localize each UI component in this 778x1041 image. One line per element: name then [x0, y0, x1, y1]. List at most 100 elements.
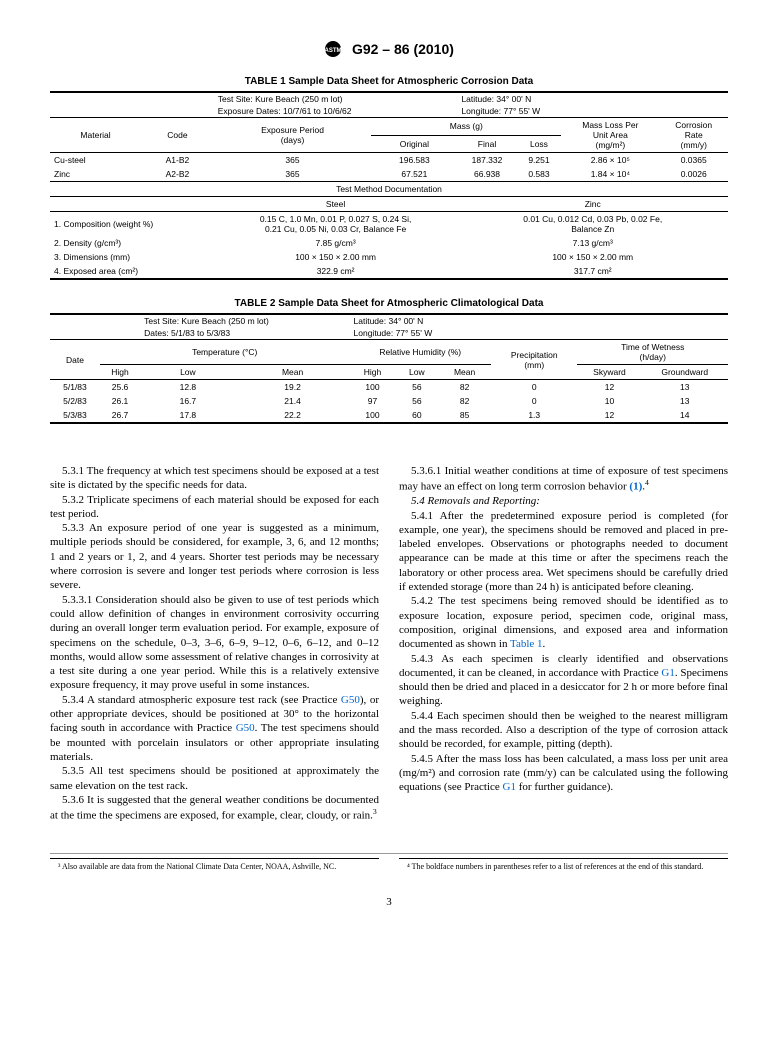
table-row: 1. Composition (weight %)0.15 C, 1.0 Mn,… [50, 212, 728, 237]
t2-h-temp: Temperature (°C) [100, 340, 350, 365]
t2-h-precip: Precipitation (mm) [491, 340, 577, 380]
t1-h-period: Exposure Period (days) [214, 118, 372, 153]
p543: 5.4.3 As each specimen is clearly identi… [399, 652, 728, 709]
t2-h-th: High [100, 365, 140, 380]
t1-h-rate: Corrosion Rate (mm/y) [659, 118, 728, 153]
link-ref1[interactable]: (1) [629, 481, 642, 493]
cell: 25.6 [100, 380, 140, 395]
footnotes: ³ Also available are data from the Natio… [50, 853, 728, 871]
cell: 12 [577, 380, 641, 395]
cell: 14 [641, 408, 728, 423]
cell: 82 [438, 380, 491, 395]
t2-site: Test Site: Kure Beach (250 m lot) [140, 314, 349, 327]
t1-dc-zinc: Zinc [457, 197, 728, 212]
t2-dates: Dates: 5/1/83 to 5/3/83 [140, 327, 349, 340]
t2-h-rl: Low [396, 365, 439, 380]
cell: 26.1 [100, 394, 140, 408]
link-g50-1[interactable]: G50 [341, 694, 360, 706]
cell: 196.583 [371, 153, 457, 168]
t1-lat: Latitude: 34° 00' N [457, 92, 659, 105]
cell: 5/3/83 [50, 408, 100, 423]
link-g1-1[interactable]: G1 [661, 667, 674, 679]
cell: Cu-steel [50, 153, 141, 168]
cell: 0.583 [517, 167, 562, 182]
p536: 5.3.6 It is suggested that the general w… [50, 793, 379, 823]
p544: 5.4.4 Each specimen should then be weigh… [399, 709, 728, 752]
cell: 365 [214, 167, 372, 182]
cell: Zinc [50, 167, 141, 182]
cell: 322.9 cm² [214, 264, 458, 279]
cell: 0 [491, 380, 577, 395]
cell: 5/1/83 [50, 380, 100, 395]
p535: 5.3.5 All test specimens should be posit… [50, 764, 379, 793]
cell: 16.7 [140, 394, 236, 408]
cell: 1.84 × 10⁴ [561, 167, 659, 182]
p531: 5.3.1 The frequency at which test specim… [50, 464, 379, 493]
table-row: 5/2/8326.116.721.497568201013 [50, 394, 728, 408]
cell: 3. Dimensions (mm) [50, 250, 214, 264]
fn3: ³ Also available are data from the Natio… [50, 862, 379, 871]
t1-h-mlpua: Mass Loss Per Unit Area (mg/m²) [561, 118, 659, 153]
page-number: 3 [50, 896, 728, 908]
cell: 100 [350, 380, 396, 395]
cell: 100 × 150 × 2.00 mm [457, 250, 728, 264]
cell: 26.7 [100, 408, 140, 423]
t1-h-material: Material [50, 118, 141, 153]
cell: 100 × 150 × 2.00 mm [214, 250, 458, 264]
t2-h-tl: Low [140, 365, 236, 380]
t2-h-ground: Groundward [641, 365, 728, 380]
p5331: 5.3.3.1 Consideration should also be giv… [50, 593, 379, 693]
t1-h-loss: Loss [517, 135, 562, 153]
t1-lon: Longitude: 77° 55' W [457, 105, 659, 118]
p532: 5.3.2 Triplicate specimens of each mater… [50, 493, 379, 522]
cell: 22.2 [236, 408, 350, 423]
cell: A1-B2 [141, 153, 214, 168]
p534: 5.3.4 A standard atmospheric exposure te… [50, 693, 379, 764]
cell: 12 [577, 408, 641, 423]
table2-title: TABLE 2 Sample Data Sheet for Atmospheri… [50, 298, 728, 309]
table-row: 5/3/8326.717.822.210060851.31214 [50, 408, 728, 423]
cell: 56 [396, 380, 439, 395]
t2-h-sky: Skyward [577, 365, 641, 380]
cell: 0.15 C, 1.0 Mn, 0.01 P, 0.027 S, 0.24 Si… [214, 212, 458, 237]
t2-h-tm: Mean [236, 365, 350, 380]
cell: 13 [641, 394, 728, 408]
p545: 5.4.5 After the mass loss has been calcu… [399, 752, 728, 795]
t1-site: Test Site: Kure Beach (250 m lot) [214, 92, 458, 105]
astm-logo: ASTM [324, 40, 348, 61]
cell: 317.7 cm² [457, 264, 728, 279]
table-row: 3. Dimensions (mm)100 × 150 × 2.00 mm100… [50, 250, 728, 264]
t1-h-orig: Original [371, 135, 457, 153]
fn4: ⁴ The boldface numbers in parentheses re… [399, 862, 728, 871]
cell: A2-B2 [141, 167, 214, 182]
table-row: 4. Exposed area (cm²)322.9 cm²317.7 cm² [50, 264, 728, 279]
cell: 0.0365 [659, 153, 728, 168]
cell: 0 [491, 394, 577, 408]
link-table1[interactable]: Table 1 [510, 638, 543, 650]
cell: 1. Composition (weight %) [50, 212, 214, 237]
t2-h-rh: Relative Humidity (%) [350, 340, 492, 365]
t2-lon: Longitude: 77° 55' W [350, 327, 578, 340]
table-row: 5/1/8325.612.819.2100568201213 [50, 380, 728, 395]
link-g50-2[interactable]: G50 [236, 722, 255, 734]
p533: 5.3.3 An exposure period of one year is … [50, 521, 379, 592]
t1-dc-steel: Steel [214, 197, 458, 212]
cell: 0.01 Cu, 0.012 Cd, 0.03 Pb, 0.02 Fe, Bal… [457, 212, 728, 237]
p5361: 5.3.6.1 Initial weather conditions at ti… [399, 464, 728, 494]
cell: 97 [350, 394, 396, 408]
t1-dates: Exposure Dates: 10/7/61 to 10/6/62 [214, 105, 458, 118]
t1-h-code: Code [141, 118, 214, 153]
cell: 67.521 [371, 167, 457, 182]
t2-h-tow: Time of Wetness (h/day) [577, 340, 728, 365]
cell: 85 [438, 408, 491, 423]
t2-h-rh2: High [350, 365, 396, 380]
cell: 0.0026 [659, 167, 728, 182]
standard-number: G92 – 86 (2010) [352, 41, 454, 57]
cell: 7.13 g/cm³ [457, 236, 728, 250]
link-g1-2[interactable]: G1 [503, 781, 516, 793]
cell: 60 [396, 408, 439, 423]
cell: 365 [214, 153, 372, 168]
h54: 5.4 Removals and Reporting: [399, 494, 728, 508]
cell: 7.85 g/cm³ [214, 236, 458, 250]
cell: 187.332 [457, 153, 516, 168]
